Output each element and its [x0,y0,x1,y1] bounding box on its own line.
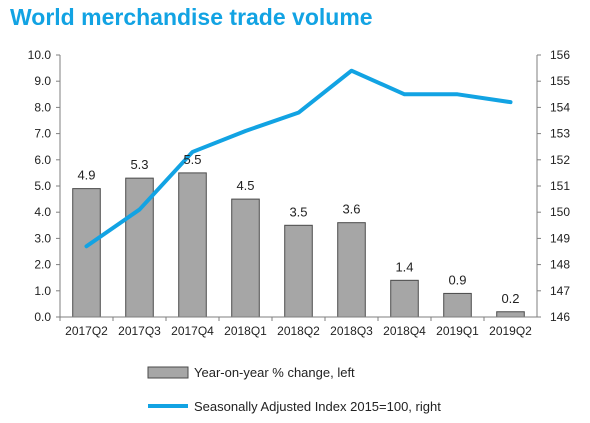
x-tick-label: 2017Q3 [118,324,161,338]
right-tick-label: 149 [550,231,570,245]
chart-title: World merchandise trade volume [10,4,373,30]
bar-2019Q1 [443,292,472,318]
data-label-2018Q1: 4.5 [236,178,254,193]
data-label-2018Q2: 3.5 [289,204,307,219]
right-tick-label: 150 [550,205,570,219]
bar-2017Q2 [72,188,101,318]
data-label-2017Q2: 4.9 [77,168,95,183]
left-tick-label: 10.0 [28,48,52,62]
bar-2019Q2 [496,311,525,318]
right-tick-label: 148 [550,258,570,272]
legend-label-bars: Year-on-year % change, left [194,365,355,380]
legend-swatch-bars [147,366,189,379]
right-tick-label: 152 [550,153,570,167]
x-tick-label: 2018Q4 [383,324,426,338]
right-tick-label: 153 [550,127,570,141]
right-tick-label: 154 [550,100,570,114]
legend-label-line: Seasonally Adjusted Index 2015=100, righ… [194,399,441,414]
bar-2018Q1 [231,198,260,318]
bar-2018Q2 [284,224,313,318]
left-tick-label: 7.0 [34,127,51,141]
right-tick-label: 155 [550,74,570,88]
data-label-2019Q2: 0.2 [501,291,519,306]
left-tick-label: 0.0 [34,310,51,324]
left-tick-label: 6.0 [34,153,51,167]
line-series-index [84,68,513,249]
left-tick-label: 5.0 [34,179,51,193]
left-tick-label: 3.0 [34,231,51,245]
data-label-2017Q3: 5.3 [130,157,148,172]
left-tick-label: 1.0 [34,284,51,298]
x-tick-label: 2019Q1 [436,324,479,338]
right-tick-label: 146 [550,310,570,324]
right-tick-label: 151 [550,179,570,193]
x-tick-label: 2018Q1 [224,324,267,338]
data-label-2019Q1: 0.9 [448,272,466,287]
left-tick-label: 8.0 [34,100,51,114]
data-label-2017Q4: 5.5 [183,152,201,167]
bar-2017Q4 [178,172,207,318]
x-tick-label: 2019Q2 [489,324,532,338]
data-label-2018Q4: 1.4 [395,259,413,274]
left-tick-label: 2.0 [34,258,51,272]
right-tick-label: 156 [550,48,570,62]
bar-2018Q3 [337,222,366,318]
left-tick-label: 4.0 [34,205,51,219]
data-label-2018Q3: 3.6 [342,202,360,217]
x-tick-label: 2017Q4 [171,324,214,338]
x-tick-label: 2018Q3 [330,324,373,338]
left-tick-label: 9.0 [34,74,51,88]
x-tick-label: 2017Q2 [65,324,108,338]
bar-2018Q4 [390,279,419,318]
x-tick-label: 2018Q2 [277,324,320,338]
right-tick-label: 147 [550,284,570,298]
